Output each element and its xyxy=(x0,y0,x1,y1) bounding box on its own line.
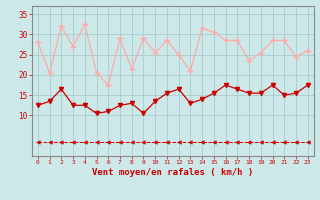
X-axis label: Vent moyen/en rafales ( km/h ): Vent moyen/en rafales ( km/h ) xyxy=(92,168,253,177)
